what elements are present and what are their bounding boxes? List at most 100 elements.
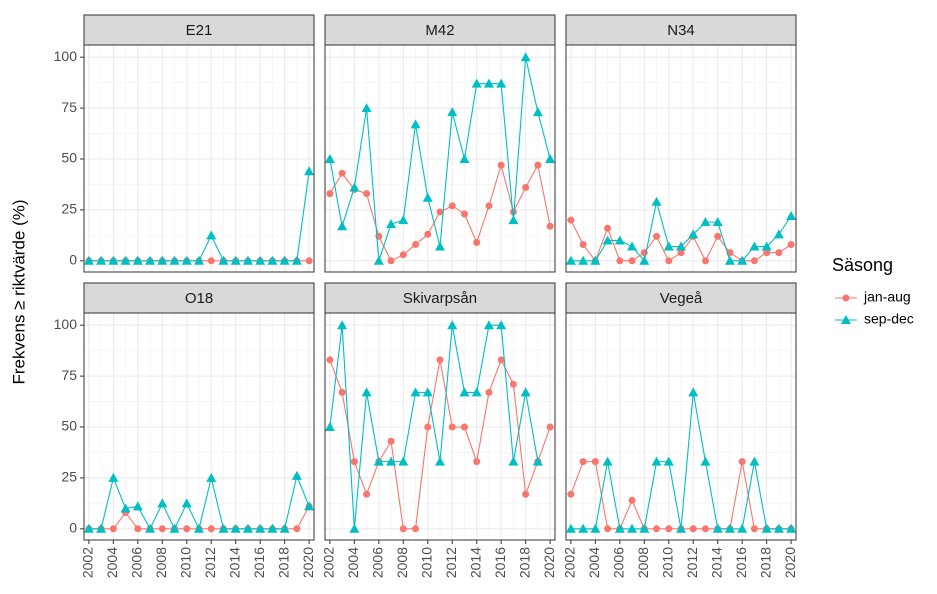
- triangle-marker: [435, 456, 445, 466]
- triangle-marker: [373, 456, 384, 466]
- triangle-marker: [422, 387, 433, 397]
- triangle-marker: [291, 255, 302, 265]
- triangle-marker: [108, 472, 119, 482]
- x-tick-label: 2004: [586, 547, 602, 578]
- panel-border: [324, 44, 556, 273]
- circle-marker: [448, 423, 456, 431]
- circle-marker: [842, 294, 850, 302]
- circle-marker: [473, 458, 481, 466]
- triangle-marker: [337, 320, 348, 330]
- circle-marker: [399, 251, 407, 259]
- triangle-marker: [324, 154, 335, 164]
- triangle-marker: [688, 229, 699, 239]
- facet-title: N34: [667, 22, 695, 39]
- y-tick-label: 0: [69, 252, 77, 268]
- circle-marker: [326, 356, 334, 364]
- triangle-marker: [471, 387, 482, 397]
- x-tick-label: 2008: [153, 547, 169, 578]
- circle-marker: [509, 380, 517, 388]
- triangle-marker: [230, 255, 241, 265]
- triangle-marker: [304, 166, 315, 176]
- circle-marker: [350, 458, 358, 466]
- circle-marker: [109, 525, 117, 533]
- triangle-marker: [496, 78, 507, 88]
- y-tick-label: 75: [61, 367, 77, 383]
- circle-marker: [485, 202, 493, 210]
- facet-title: Vegeå: [660, 290, 703, 307]
- circle-marker: [522, 184, 530, 192]
- circle-marker: [448, 202, 456, 210]
- triangle-marker: [737, 255, 748, 265]
- circle-marker: [412, 241, 420, 249]
- triangle-marker: [565, 523, 576, 533]
- circle-marker: [497, 356, 505, 364]
- triangle-marker: [96, 255, 107, 265]
- circle-marker: [399, 525, 407, 533]
- triangle-marker: [132, 255, 143, 265]
- triangle-marker: [361, 387, 372, 397]
- triangle-marker: [157, 498, 168, 508]
- circle-marker: [750, 257, 758, 265]
- circle-marker: [567, 216, 575, 224]
- circle-marker: [567, 490, 575, 498]
- strip: [565, 14, 797, 46]
- circle-marker: [677, 249, 685, 257]
- y-tick-label: 75: [61, 99, 77, 115]
- triangle-marker: [614, 235, 625, 245]
- circle-marker: [763, 249, 771, 257]
- triangle-marker: [712, 217, 723, 227]
- facet-title: Skivarpsån: [403, 290, 477, 307]
- facet-title: M42: [425, 22, 454, 39]
- triangle-marker: [83, 255, 94, 265]
- strip: [83, 14, 315, 46]
- circle-marker: [207, 525, 215, 533]
- triangle-marker: [255, 255, 266, 265]
- triangle-marker: [435, 241, 445, 251]
- x-tick-label: 2012: [443, 547, 459, 578]
- x-tick-label: 2004: [345, 547, 361, 578]
- circle-marker: [775, 249, 783, 257]
- triangle-marker: [337, 221, 348, 231]
- circle-marker: [701, 257, 709, 265]
- triangle-marker: [700, 456, 711, 466]
- triangle-marker: [749, 241, 760, 251]
- triangle-marker: [349, 182, 360, 192]
- triangle-marker: [761, 523, 772, 533]
- triangle-marker: [132, 501, 143, 511]
- series-line: [329, 324, 539, 529]
- triangle-marker: [194, 255, 204, 265]
- triangle-marker: [614, 523, 625, 533]
- triangle-marker: [841, 315, 851, 324]
- circle-marker: [207, 257, 215, 265]
- triangle-marker: [773, 229, 784, 239]
- circle-marker: [579, 241, 587, 249]
- x-tick-label: 2014: [467, 547, 483, 578]
- triangle-marker: [639, 523, 650, 533]
- x-tick-label: 2010: [659, 547, 675, 578]
- circle-marker: [604, 224, 612, 232]
- circle-marker: [628, 496, 636, 504]
- x-tick-label: 2008: [635, 547, 651, 578]
- x-tick-label: 2016: [733, 547, 749, 578]
- x-tick-label: 2002: [562, 547, 578, 578]
- triangle-marker: [120, 503, 131, 513]
- triangle-marker: [651, 456, 662, 466]
- circle-marker: [424, 423, 432, 431]
- triangle-marker: [120, 255, 131, 265]
- circle-marker: [522, 490, 530, 498]
- triangle-marker: [96, 523, 107, 533]
- triangle-marker: [651, 196, 662, 206]
- y-tick-label: 100: [54, 316, 78, 332]
- triangle-marker: [422, 192, 433, 202]
- circle-marker: [338, 169, 346, 177]
- triangle-marker: [786, 211, 797, 221]
- circle-marker: [750, 525, 758, 533]
- triangle-marker: [108, 255, 119, 265]
- circle-marker: [579, 458, 587, 466]
- triangle-marker: [578, 255, 589, 265]
- triangle-marker: [169, 255, 180, 265]
- triangle-marker: [508, 456, 519, 466]
- triangle-marker: [218, 255, 229, 265]
- triangle-marker: [181, 255, 192, 265]
- triangle-marker: [663, 456, 674, 466]
